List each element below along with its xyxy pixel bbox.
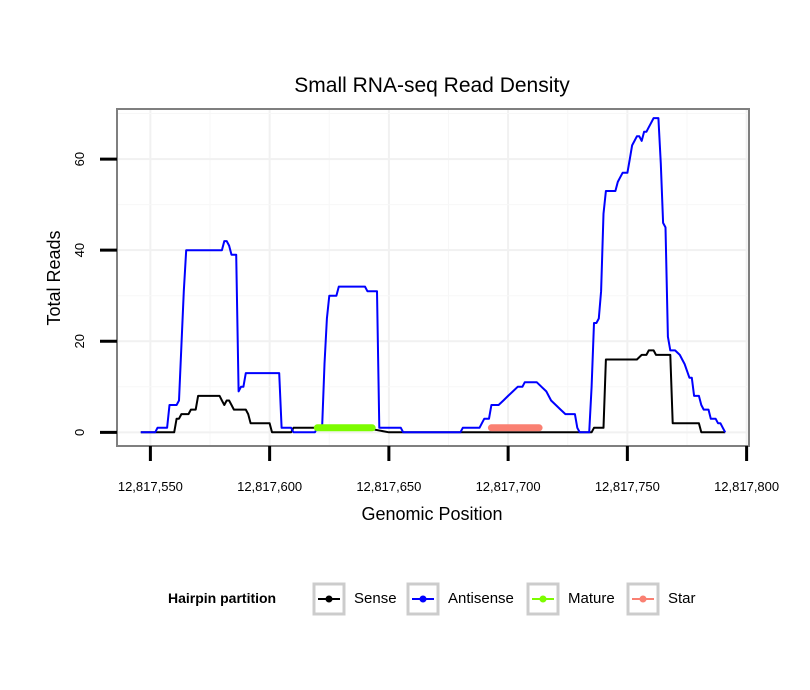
legend-item-mature: Mature xyxy=(526,582,615,616)
legend-label-star: Star xyxy=(668,590,696,607)
legend-label-mature: Mature xyxy=(568,590,615,607)
y-tick-label: 40 xyxy=(72,243,87,257)
series-line-sense xyxy=(140,349,726,434)
y-tick-label: 0 xyxy=(72,429,87,436)
legend-key-point xyxy=(325,595,333,603)
x-axis-label: Genomic Position xyxy=(361,504,502,524)
legend-key-point xyxy=(419,595,427,603)
legend-item-star: Star xyxy=(626,582,696,616)
legend-label-sense: Sense xyxy=(354,590,397,607)
axes: 12,817,550 12,817,600 12,817,650 12,817,700… xyxy=(72,152,779,494)
legend-key-point xyxy=(539,595,547,603)
x-tick-label: 12,817,700 xyxy=(476,479,541,494)
legend-key-point xyxy=(639,595,647,603)
legend-item-sense: Sense xyxy=(312,582,397,616)
legend-title: Hairpin partition xyxy=(168,590,276,606)
series-line-antisense xyxy=(140,117,727,434)
x-tick-label: 12,817,550 xyxy=(118,479,183,494)
chart-title: Small RNA-seq Read Density xyxy=(294,74,570,97)
legend-label-antisense: Antisense xyxy=(448,590,514,607)
grid xyxy=(117,109,749,446)
y-tick-label: 60 xyxy=(72,152,87,166)
legend: Hairpin partition Sense Antisense Mature St… xyxy=(168,582,696,616)
series-layer xyxy=(140,117,727,434)
x-tick-label: 12,817,750 xyxy=(595,479,660,494)
x-tick-label: 12,817,800 xyxy=(714,479,779,494)
y-tick-label: 20 xyxy=(72,334,87,348)
plot-border xyxy=(116,108,750,447)
legend-item-antisense: Antisense xyxy=(406,582,514,616)
x-tick-label: 12,817,600 xyxy=(237,479,302,494)
x-tick-label: 12,817,650 xyxy=(356,479,421,494)
y-axis-label: Total Reads xyxy=(44,230,64,325)
